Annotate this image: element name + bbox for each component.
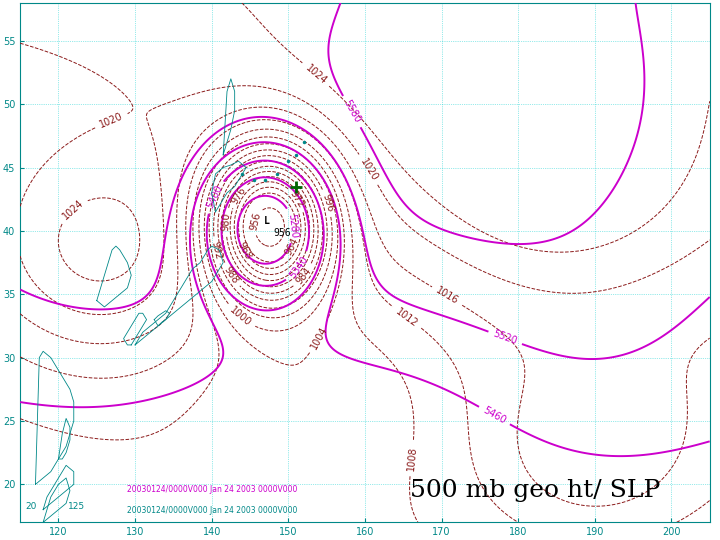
Text: 1004: 1004 bbox=[308, 325, 329, 350]
Text: 20: 20 bbox=[26, 502, 37, 511]
Text: 20030124/0000V000 Jan 24 2003 0000V000: 20030124/0000V000 Jan 24 2003 0000V000 bbox=[127, 485, 297, 494]
Text: 976: 976 bbox=[230, 185, 248, 206]
Text: 1008: 1008 bbox=[405, 446, 418, 471]
Text: 5340: 5340 bbox=[287, 254, 310, 280]
Text: 5460: 5460 bbox=[481, 405, 508, 426]
Text: 5520: 5520 bbox=[492, 329, 518, 347]
Text: 992: 992 bbox=[210, 240, 223, 260]
Text: 1024: 1024 bbox=[60, 198, 85, 222]
Text: 1024: 1024 bbox=[303, 63, 328, 86]
Text: 125: 125 bbox=[68, 502, 86, 511]
Text: 956: 956 bbox=[248, 211, 262, 232]
Text: L: L bbox=[264, 216, 270, 226]
Text: 1020: 1020 bbox=[98, 111, 125, 130]
Text: 5280: 5280 bbox=[287, 213, 300, 238]
Text: 1000: 1000 bbox=[228, 305, 253, 328]
Text: 972: 972 bbox=[288, 189, 307, 210]
Text: 956: 956 bbox=[273, 228, 291, 238]
Text: 968: 968 bbox=[235, 240, 253, 261]
Text: 5580: 5580 bbox=[341, 98, 362, 125]
Text: 1016: 1016 bbox=[434, 286, 460, 307]
Text: 1012: 1012 bbox=[394, 306, 420, 329]
Text: 988: 988 bbox=[222, 265, 240, 285]
Text: 500 mb geo ht/ SLP: 500 mb geo ht/ SLP bbox=[410, 478, 660, 502]
Text: 1020: 1020 bbox=[358, 157, 379, 183]
Text: 984: 984 bbox=[294, 266, 313, 287]
Text: 996: 996 bbox=[320, 193, 335, 213]
Text: 20030124/0000V000 Jan 24 2003 0000V000: 20030124/0000V000 Jan 24 2003 0000V000 bbox=[127, 505, 297, 515]
Text: 964: 964 bbox=[284, 236, 301, 256]
Text: 5400: 5400 bbox=[204, 184, 224, 210]
Text: 980: 980 bbox=[220, 212, 232, 231]
